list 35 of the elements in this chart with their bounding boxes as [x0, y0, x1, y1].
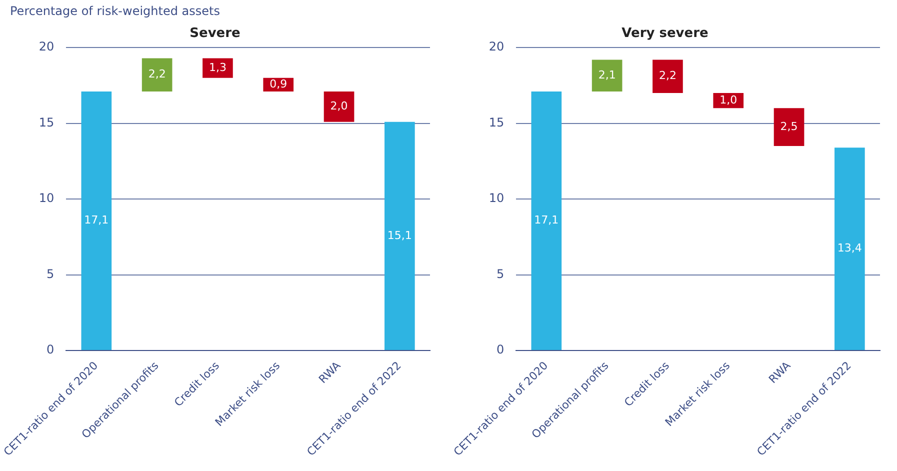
data-label: 2,2 [148, 68, 166, 81]
data-label: 17,1 [534, 214, 559, 227]
bar [834, 148, 865, 350]
bar [774, 108, 804, 146]
data-label: 0,9 [270, 78, 288, 91]
y-tick-label: 15 [38, 115, 54, 130]
y-tick-label: 20 [488, 40, 504, 54]
y-tick-label: 5 [496, 266, 504, 281]
bar [384, 122, 415, 350]
y-tick-label: 15 [488, 115, 504, 130]
data-label: 17,1 [84, 214, 109, 227]
bar [592, 60, 622, 92]
bar [531, 92, 562, 350]
y-tick-label: 10 [488, 191, 504, 206]
y-tick-label: 0 [496, 342, 504, 357]
data-label: 2,2 [658, 69, 676, 82]
y-tick-label: 20 [38, 40, 54, 54]
data-label: 1,3 [208, 60, 226, 74]
data-label: 13,4 [837, 242, 862, 255]
data-label: 2,0 [330, 100, 348, 113]
data-label: 1,0 [720, 93, 738, 106]
data-label: 2,1 [598, 68, 616, 82]
chart-title: Very severe [622, 26, 709, 42]
chart-title: Severe [190, 26, 241, 42]
y-axis-title: Percentage of risk-weighted assets [10, 4, 220, 18]
y-tick-label: 10 [38, 191, 54, 206]
data-label: 15,1 [387, 228, 412, 242]
y-tick-label: 0 [46, 342, 54, 357]
y-tick-label: 5 [46, 266, 54, 281]
bar [202, 58, 233, 78]
bar [324, 92, 354, 122]
bar [142, 58, 172, 92]
data-label: 2,5 [780, 120, 798, 133]
bar [81, 92, 112, 350]
bar [652, 60, 683, 94]
